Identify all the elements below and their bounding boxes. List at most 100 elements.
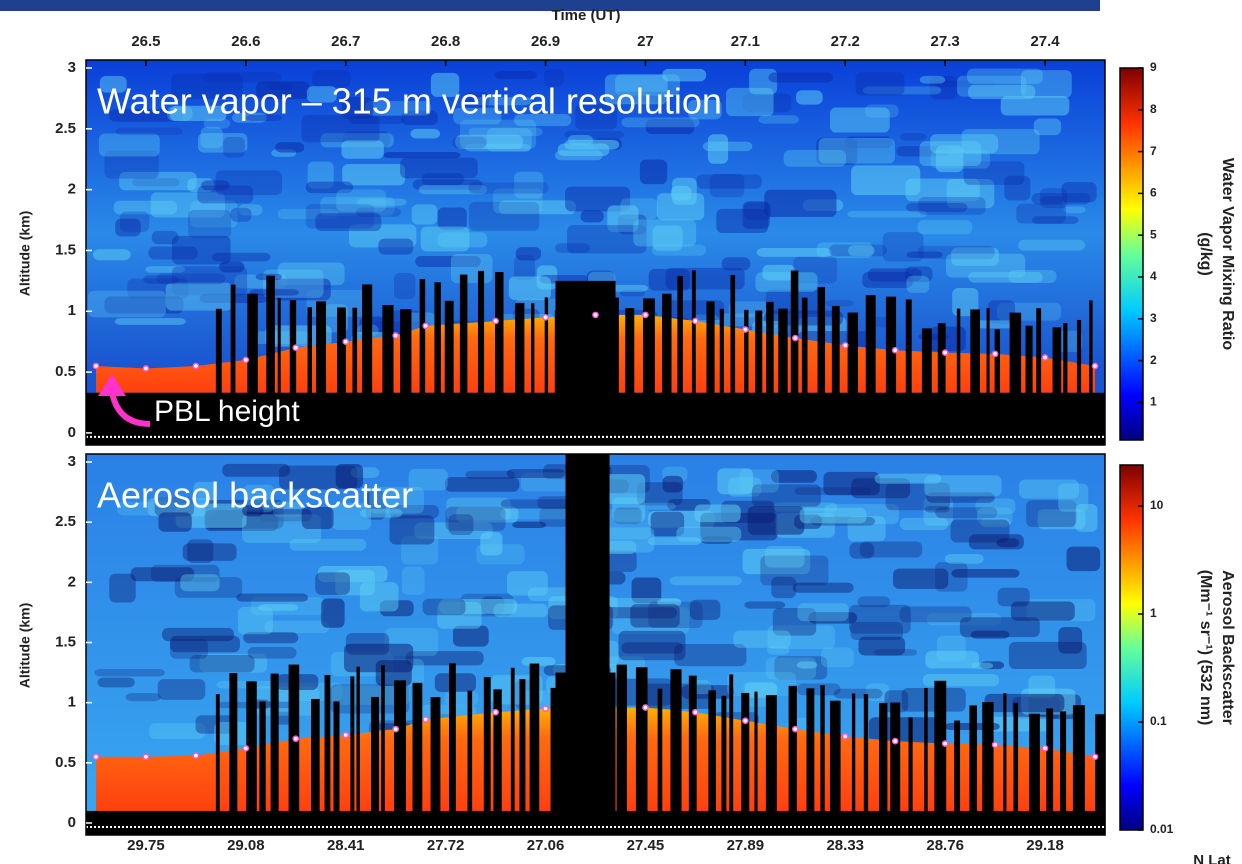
field-texture (500, 508, 571, 520)
field-texture (145, 266, 186, 273)
field-texture (150, 192, 225, 218)
field-texture (199, 653, 267, 673)
field-texture (794, 487, 872, 495)
missing-column (969, 705, 977, 835)
field-texture (306, 86, 337, 103)
missing-column (691, 270, 696, 445)
field-texture (810, 516, 876, 526)
missing-column (315, 301, 327, 445)
field-texture (169, 105, 227, 122)
missing-column (890, 702, 901, 835)
missing-column (851, 693, 856, 835)
field-texture (825, 300, 854, 307)
field-texture (946, 179, 995, 209)
pbl-point (1091, 362, 1099, 370)
field-texture (437, 207, 467, 230)
y-tick-label: 1.5 (55, 633, 76, 650)
field-texture (657, 598, 682, 606)
field-texture (926, 613, 1002, 626)
field-texture (829, 107, 890, 133)
field-texture (755, 272, 818, 292)
field-texture (463, 92, 490, 109)
missing-column (766, 301, 774, 445)
field-texture (696, 174, 762, 189)
field-texture (336, 189, 387, 212)
missing-column (519, 679, 526, 835)
pbl-point (542, 314, 549, 321)
field-texture (418, 185, 488, 195)
field-texture (243, 484, 275, 513)
field-texture (109, 573, 136, 603)
missing-column (229, 673, 238, 835)
field-texture (169, 638, 208, 659)
field-texture (305, 204, 375, 229)
missing-column (1013, 702, 1019, 835)
field-texture (258, 509, 313, 522)
colorbar-unit: (g/kg) (1197, 232, 1214, 276)
field-texture (87, 290, 166, 318)
field-texture (917, 245, 995, 260)
field-texture (321, 598, 345, 628)
field-texture (493, 188, 543, 214)
missing-column (247, 293, 258, 445)
x-axis-title: N Lat (1193, 852, 1231, 864)
missing-column (467, 690, 473, 835)
pbl-point (142, 753, 150, 761)
missing-column (565, 454, 610, 835)
x-tick-label: 27.3 (931, 33, 960, 50)
field-texture (348, 116, 404, 124)
field-texture (919, 75, 946, 84)
pbl-point (791, 725, 799, 733)
pbl-point (392, 332, 400, 339)
field-texture (437, 232, 488, 248)
field-texture (674, 644, 747, 667)
field-texture (275, 142, 305, 153)
field-texture (808, 612, 858, 624)
y-tick-label: 0.5 (55, 754, 76, 771)
field-texture (656, 193, 705, 221)
missing-column (905, 299, 912, 445)
missing-column (677, 276, 683, 445)
field-texture (452, 625, 489, 647)
y-tick-label: 0 (68, 814, 76, 831)
field-texture (132, 178, 180, 187)
field-texture (721, 257, 751, 271)
y-tick-label: 1 (68, 302, 76, 319)
field-texture (689, 599, 721, 621)
field-texture (968, 271, 1043, 283)
field-texture (437, 601, 482, 629)
field-texture (197, 133, 248, 153)
pbl-point (1091, 753, 1099, 761)
missing-column (246, 681, 257, 835)
field-texture (1019, 479, 1080, 499)
y-tick-label: 2.5 (55, 120, 76, 137)
field-texture (756, 248, 832, 257)
pbl-point (292, 735, 300, 743)
missing-column (1072, 705, 1085, 835)
missing-column (755, 310, 763, 445)
field-texture (859, 541, 923, 558)
missing-column (790, 270, 799, 445)
missing-column (277, 297, 281, 445)
missing-column (801, 297, 808, 445)
missing-column (259, 701, 266, 835)
field-texture (742, 201, 770, 229)
field-texture (264, 620, 330, 633)
field-texture (849, 542, 875, 559)
field-texture (564, 130, 624, 139)
missing-column (908, 717, 913, 835)
pbl-arrow-head (98, 374, 126, 396)
missing-column (434, 282, 441, 445)
missing-column (1029, 713, 1040, 835)
field-texture (187, 178, 214, 193)
field-texture (751, 484, 821, 507)
field-texture (331, 503, 372, 530)
field-texture (676, 526, 742, 542)
missing-column (625, 308, 635, 445)
field-texture (885, 482, 950, 511)
field-texture (1058, 627, 1083, 654)
field-texture (937, 635, 966, 662)
missing-column (266, 275, 275, 445)
field-texture (905, 178, 980, 202)
field-texture (900, 133, 927, 141)
